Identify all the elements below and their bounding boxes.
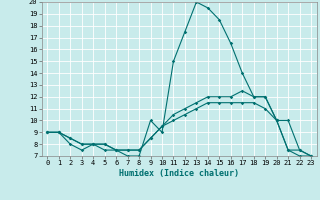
X-axis label: Humidex (Indice chaleur): Humidex (Indice chaleur) [119, 169, 239, 178]
